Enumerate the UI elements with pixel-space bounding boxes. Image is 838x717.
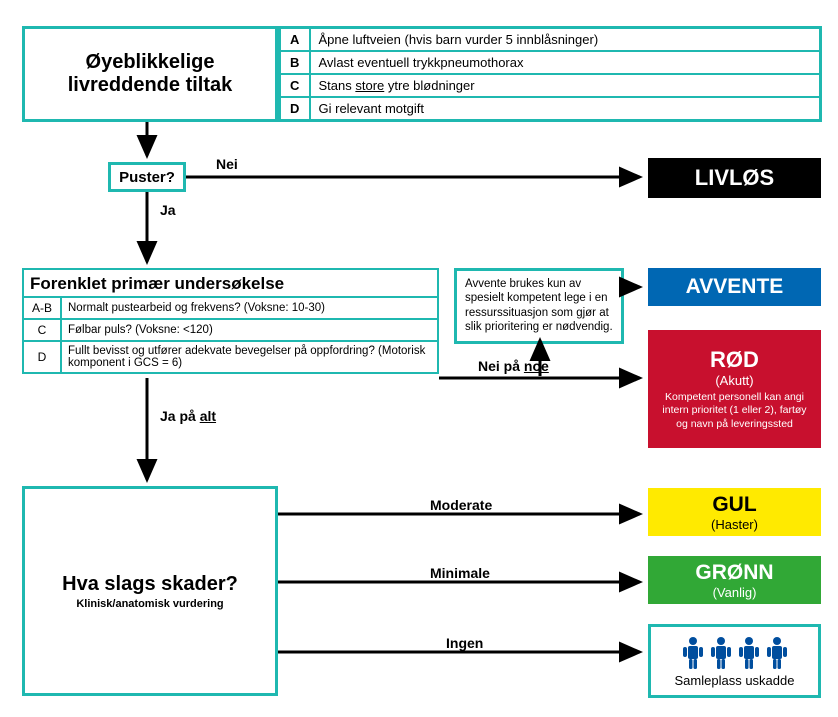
- red-sub1: (Akutt): [715, 373, 753, 388]
- green-title: GRØNN: [695, 561, 773, 585]
- primary-text: Fullt bevisst og utfører adekvate bevege…: [61, 341, 438, 373]
- primary-letter: C: [23, 319, 61, 341]
- label-moderate: Moderate: [430, 497, 492, 513]
- label-minimale: Minimale: [430, 565, 490, 581]
- label-nei: Nei: [216, 156, 238, 172]
- yellow-badge: GUL (Haster): [648, 488, 821, 536]
- red-badge: RØD (Akutt) Kompetent personell kan angi…: [648, 330, 821, 448]
- abcd-letter: A: [280, 28, 310, 52]
- primary-letter: D: [23, 341, 61, 373]
- primary-row: CFølbar puls? (Voksne: <120): [23, 319, 438, 341]
- abcd-letter: C: [280, 74, 310, 97]
- red-title: RØD: [710, 347, 759, 373]
- abcd-row: CStans store ytre blødninger: [280, 74, 821, 97]
- avvente-note: Avvente brukes kun av spesielt kompetent…: [454, 268, 624, 344]
- puster-box: Puster?: [108, 162, 186, 192]
- primary-header: Forenklet primær undersøkelse: [22, 268, 439, 298]
- abcd-letter: D: [280, 97, 310, 121]
- uninjured-label: Samleplass uskadde: [675, 673, 795, 688]
- red-sub2: Kompetent personell kan angi intern prio…: [648, 391, 821, 430]
- avvente-badge: AVVENTE: [648, 268, 821, 306]
- immediate-title-l1: Øyeblikkelige: [25, 51, 275, 74]
- immediate-title-box: Øyeblikkelige livreddende tiltak: [22, 26, 278, 122]
- primary-table: A-BNormalt pustearbeid og frekvens? (Vok…: [22, 296, 439, 374]
- abcd-row: BAvlast eventuell trykkpneumothorax: [280, 51, 821, 74]
- skader-subtitle: Klinisk/anatomisk vurdering: [76, 598, 223, 610]
- abcd-row: DGi relevant motgift: [280, 97, 821, 121]
- abcd-text: Gi relevant motgift: [310, 97, 821, 121]
- green-badge: GRØNN (Vanlig): [648, 556, 821, 604]
- people-icon: [680, 635, 790, 671]
- primary-row: A-BNormalt pustearbeid og frekvens? (Vok…: [23, 297, 438, 319]
- primary-text: Normalt pustearbeid og frekvens? (Voksne…: [61, 297, 438, 319]
- label-ingen: Ingen: [446, 635, 483, 651]
- skader-box: Hva slags skader? Klinisk/anatomisk vurd…: [22, 486, 278, 696]
- primary-text: Følbar puls? (Voksne: <120): [61, 319, 438, 341]
- abcd-text: Avlast eventuell trykkpneumothorax: [310, 51, 821, 74]
- abcd-text: Åpne luftveien (hvis barn vurder 5 innbl…: [310, 28, 821, 52]
- primary-row: DFullt bevisst og utfører adekvate beveg…: [23, 341, 438, 373]
- label-ja-paa-alt: Ja på alt: [160, 408, 216, 424]
- lifeless-badge: LIVLØS: [648, 158, 821, 198]
- primary-letter: A-B: [23, 297, 61, 319]
- yellow-title: GUL: [712, 493, 756, 517]
- green-sub1: (Vanlig): [713, 585, 757, 600]
- abcd-text: Stans store ytre blødninger: [310, 74, 821, 97]
- label-nei-paa-noe: Nei på noe: [478, 358, 549, 374]
- label-ja: Ja: [160, 202, 176, 218]
- abcd-letter: B: [280, 51, 310, 74]
- abcd-row: AÅpne luftveien (hvis barn vurder 5 innb…: [280, 28, 821, 52]
- yellow-sub1: (Haster): [711, 517, 758, 532]
- immediate-abcd-table: AÅpne luftveien (hvis barn vurder 5 innb…: [278, 26, 822, 122]
- immediate-title-l2: livreddende tiltak: [25, 74, 275, 97]
- uninjured-box: Samleplass uskadde: [648, 624, 821, 698]
- skader-title: Hva slags skader?: [62, 573, 238, 596]
